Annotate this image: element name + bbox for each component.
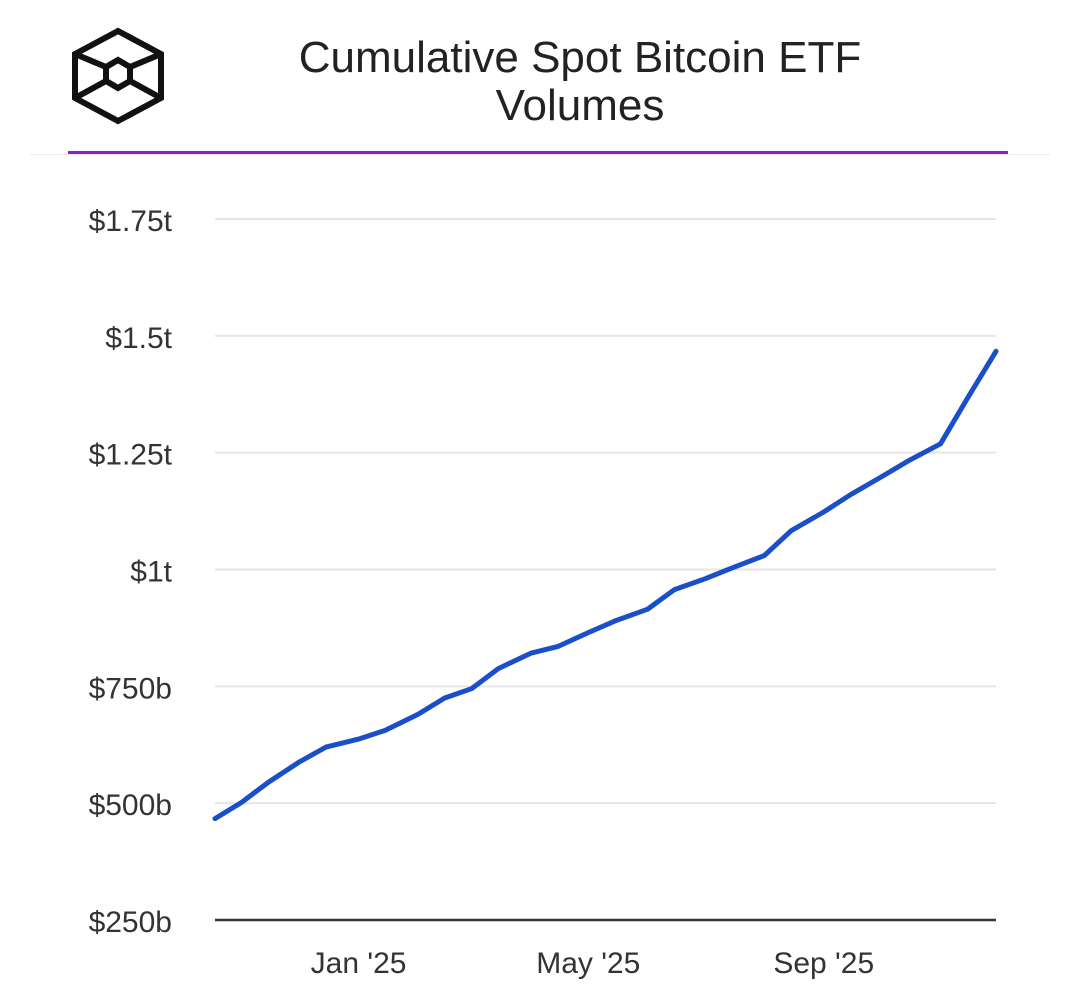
gridlines: [215, 218, 996, 805]
y-tick-label: $1.5t: [105, 322, 172, 355]
x-tick-label: Sep '25: [773, 947, 874, 980]
header-accent-rule: [68, 151, 1008, 154]
x-axis-tick-labels: Jan '25 May '25 Sep '25: [311, 947, 874, 980]
y-tick-label: $1t: [130, 556, 172, 589]
y-tick-label: $1.25t: [89, 439, 173, 472]
x-tick-label: May '25: [536, 947, 640, 980]
the-block-cube-logo-icon: [72, 27, 164, 125]
x-tick-label: Jan '25: [311, 947, 407, 980]
header-divider: [30, 154, 1050, 155]
series-line: [212, 348, 999, 822]
y-tick-label: $250b: [89, 906, 172, 939]
chart-title-line-2: Volumes: [495, 81, 665, 130]
chart-title: Cumulative Spot Bitcoin ETF Volumes: [230, 34, 930, 130]
chart-title-line-1: Cumulative Spot Bitcoin ETF: [298, 33, 862, 82]
y-axis-tick-labels: $250b $500b $750b $1t $1.25t $1.5t $1.75t: [89, 205, 173, 939]
y-tick-label: $750b: [89, 672, 172, 705]
chart-header: Cumulative Spot Bitcoin ETF Volumes: [0, 0, 1080, 155]
y-tick-label: $1.75t: [89, 205, 173, 238]
y-tick-label: $500b: [89, 789, 172, 822]
series-group: [212, 348, 999, 822]
